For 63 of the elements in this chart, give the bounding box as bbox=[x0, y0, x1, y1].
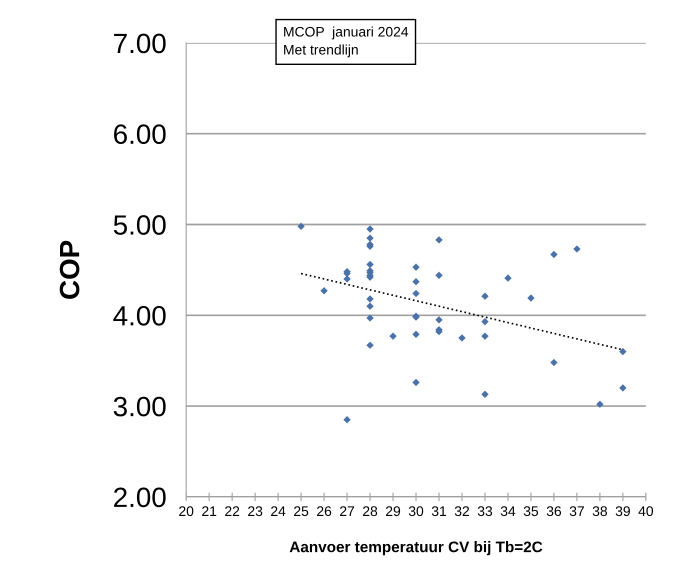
point bbox=[412, 278, 420, 286]
point bbox=[412, 378, 420, 386]
x-tick-label: 30 bbox=[408, 506, 424, 516]
y-tick-label: 4.00 bbox=[113, 306, 166, 326]
x-tick-label: 33 bbox=[478, 506, 492, 516]
point bbox=[412, 263, 420, 271]
point bbox=[389, 332, 397, 340]
point bbox=[412, 330, 420, 338]
point bbox=[343, 275, 351, 283]
point bbox=[366, 225, 374, 233]
x-tick-label: 39 bbox=[616, 506, 630, 516]
point bbox=[366, 302, 374, 310]
x-tick-label: 32 bbox=[454, 506, 470, 516]
point bbox=[550, 358, 558, 366]
x-tick-label: 23 bbox=[248, 506, 262, 516]
x-tick-label: 20 bbox=[179, 506, 194, 516]
x-tick-label: 34 bbox=[500, 506, 516, 516]
point bbox=[366, 342, 374, 349]
point bbox=[619, 348, 627, 356]
point bbox=[320, 287, 328, 294]
x-tick-label: 26 bbox=[317, 506, 332, 516]
x-tick-label: 21 bbox=[202, 506, 216, 516]
point bbox=[366, 295, 374, 303]
point bbox=[435, 272, 443, 280]
point bbox=[366, 314, 374, 322]
x-tick-label: 35 bbox=[524, 506, 538, 516]
y-tick-label: 5.00 bbox=[114, 215, 166, 235]
point bbox=[573, 245, 581, 253]
y-tick-label: 7.00 bbox=[114, 34, 166, 54]
x-tick-label: 28 bbox=[363, 506, 378, 516]
x-tick-label: 29 bbox=[386, 506, 400, 516]
point bbox=[366, 260, 374, 268]
x-tick-label: 37 bbox=[570, 506, 584, 516]
y-tick-label: 6.00 bbox=[114, 124, 166, 144]
x-tick-label: 38 bbox=[592, 506, 608, 516]
point bbox=[481, 292, 489, 300]
annotation: MCOP januari 2024 Met trendlijn bbox=[284, 26, 408, 58]
point bbox=[297, 222, 305, 230]
y-tick-label: 2.00 bbox=[114, 488, 166, 508]
x-tick-label: 22 bbox=[225, 506, 240, 516]
x-tick-label: 40 bbox=[638, 506, 654, 516]
point bbox=[435, 316, 443, 324]
x-axis-title: Aanvoer temperatuur CV bij Tb=2C bbox=[290, 541, 542, 556]
point bbox=[619, 384, 627, 392]
point bbox=[527, 294, 535, 302]
x-tick-label: 36 bbox=[546, 506, 562, 516]
point bbox=[412, 290, 420, 298]
point bbox=[481, 390, 489, 398]
point bbox=[596, 400, 604, 408]
point bbox=[458, 334, 466, 342]
point bbox=[343, 416, 351, 424]
y-tick-label: 3.00 bbox=[114, 396, 166, 416]
point bbox=[435, 236, 443, 244]
y-axis-title: COP bbox=[60, 240, 80, 299]
x-tick-label: 25 bbox=[294, 506, 308, 516]
point bbox=[481, 318, 489, 326]
x-tick-label: 31 bbox=[432, 506, 446, 516]
x-tick-label: 27 bbox=[340, 506, 354, 516]
x-tick-label: 24 bbox=[271, 506, 286, 516]
point bbox=[481, 332, 489, 340]
point bbox=[366, 234, 374, 242]
point bbox=[504, 274, 512, 282]
point bbox=[550, 250, 558, 258]
